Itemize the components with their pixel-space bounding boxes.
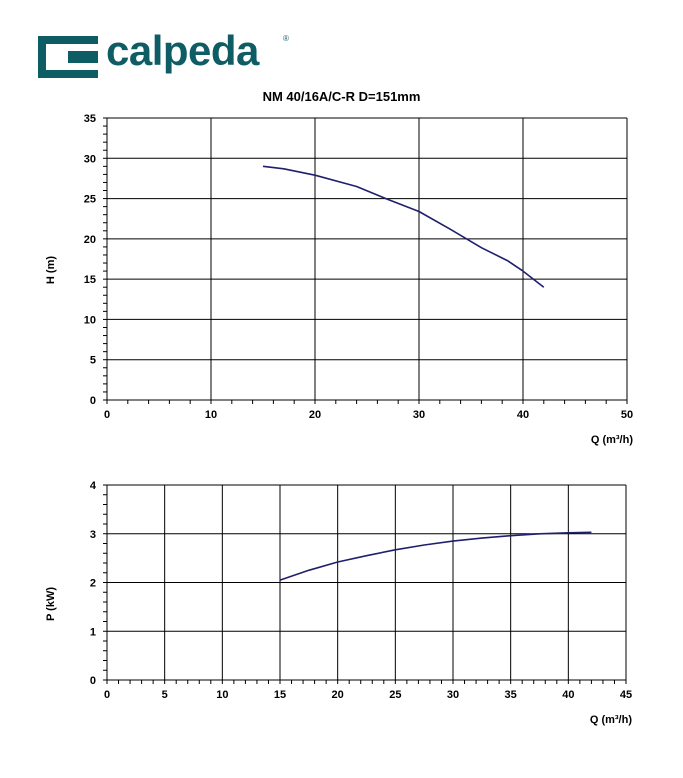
x-tick-label: 30 [447, 689, 459, 701]
y-axis-label: P (kW) [45, 587, 57, 621]
x-tick-label: 45 [620, 689, 632, 701]
x-tick-label: 35 [505, 689, 517, 701]
y-axis-label: H (m) [45, 256, 57, 284]
y-tick-label: 35 [84, 113, 96, 125]
x-tick-label: 20 [309, 409, 321, 421]
x-tick-label: 10 [216, 689, 228, 701]
y-tick-label: 2 [90, 578, 96, 590]
x-tick-label: 30 [413, 409, 425, 421]
curve-series-line [279, 531, 592, 581]
x-tick-label: 50 [621, 409, 633, 421]
curve-series-line [262, 165, 545, 288]
y-tick-label: 0 [90, 675, 96, 687]
x-tick-label: 40 [517, 409, 529, 421]
x-axis-label: Q (m³/h) [590, 714, 632, 726]
power-chart: 0 5 10 15 20 25 30 35 40 45 0 1 2 3 4 Q (m³/h) P (kW) [45, 480, 632, 726]
x-tick-label: 0 [104, 689, 110, 701]
chart-title: NM 40/16A/C-R D=151mm [262, 89, 421, 104]
y-tick-label: 25 [84, 194, 96, 206]
registered-mark: ® [283, 34, 289, 43]
calpeda-logo-mark-icon [38, 36, 98, 78]
x-tick-label: 15 [274, 689, 286, 701]
x-tick-label: 25 [389, 689, 401, 701]
y-tick-label: 3 [90, 529, 96, 541]
x-tick-label: 20 [332, 689, 344, 701]
y-tick-label: 15 [84, 274, 96, 286]
y-tick-label: 1 [90, 626, 96, 638]
x-tick-label: 5 [162, 689, 168, 701]
x-axis-label: Q (m³/h) [591, 434, 633, 446]
y-tick-label: 0 [90, 395, 96, 407]
y-tick-label: 4 [90, 480, 97, 492]
head-chart: 0 10 20 30 40 50 0 5 10 15 20 25 30 35 Q (m³/h) H (m) [45, 113, 633, 446]
y-tick-label: 30 [84, 153, 96, 165]
y-tick-label: 5 [90, 355, 96, 367]
brand-name: calpeda [106, 27, 259, 74]
x-tick-label: 40 [562, 689, 574, 701]
x-tick-label: 0 [104, 409, 110, 421]
y-tick-label: 20 [84, 234, 96, 246]
y-tick-label: 10 [84, 314, 96, 326]
x-tick-label: 10 [205, 409, 217, 421]
